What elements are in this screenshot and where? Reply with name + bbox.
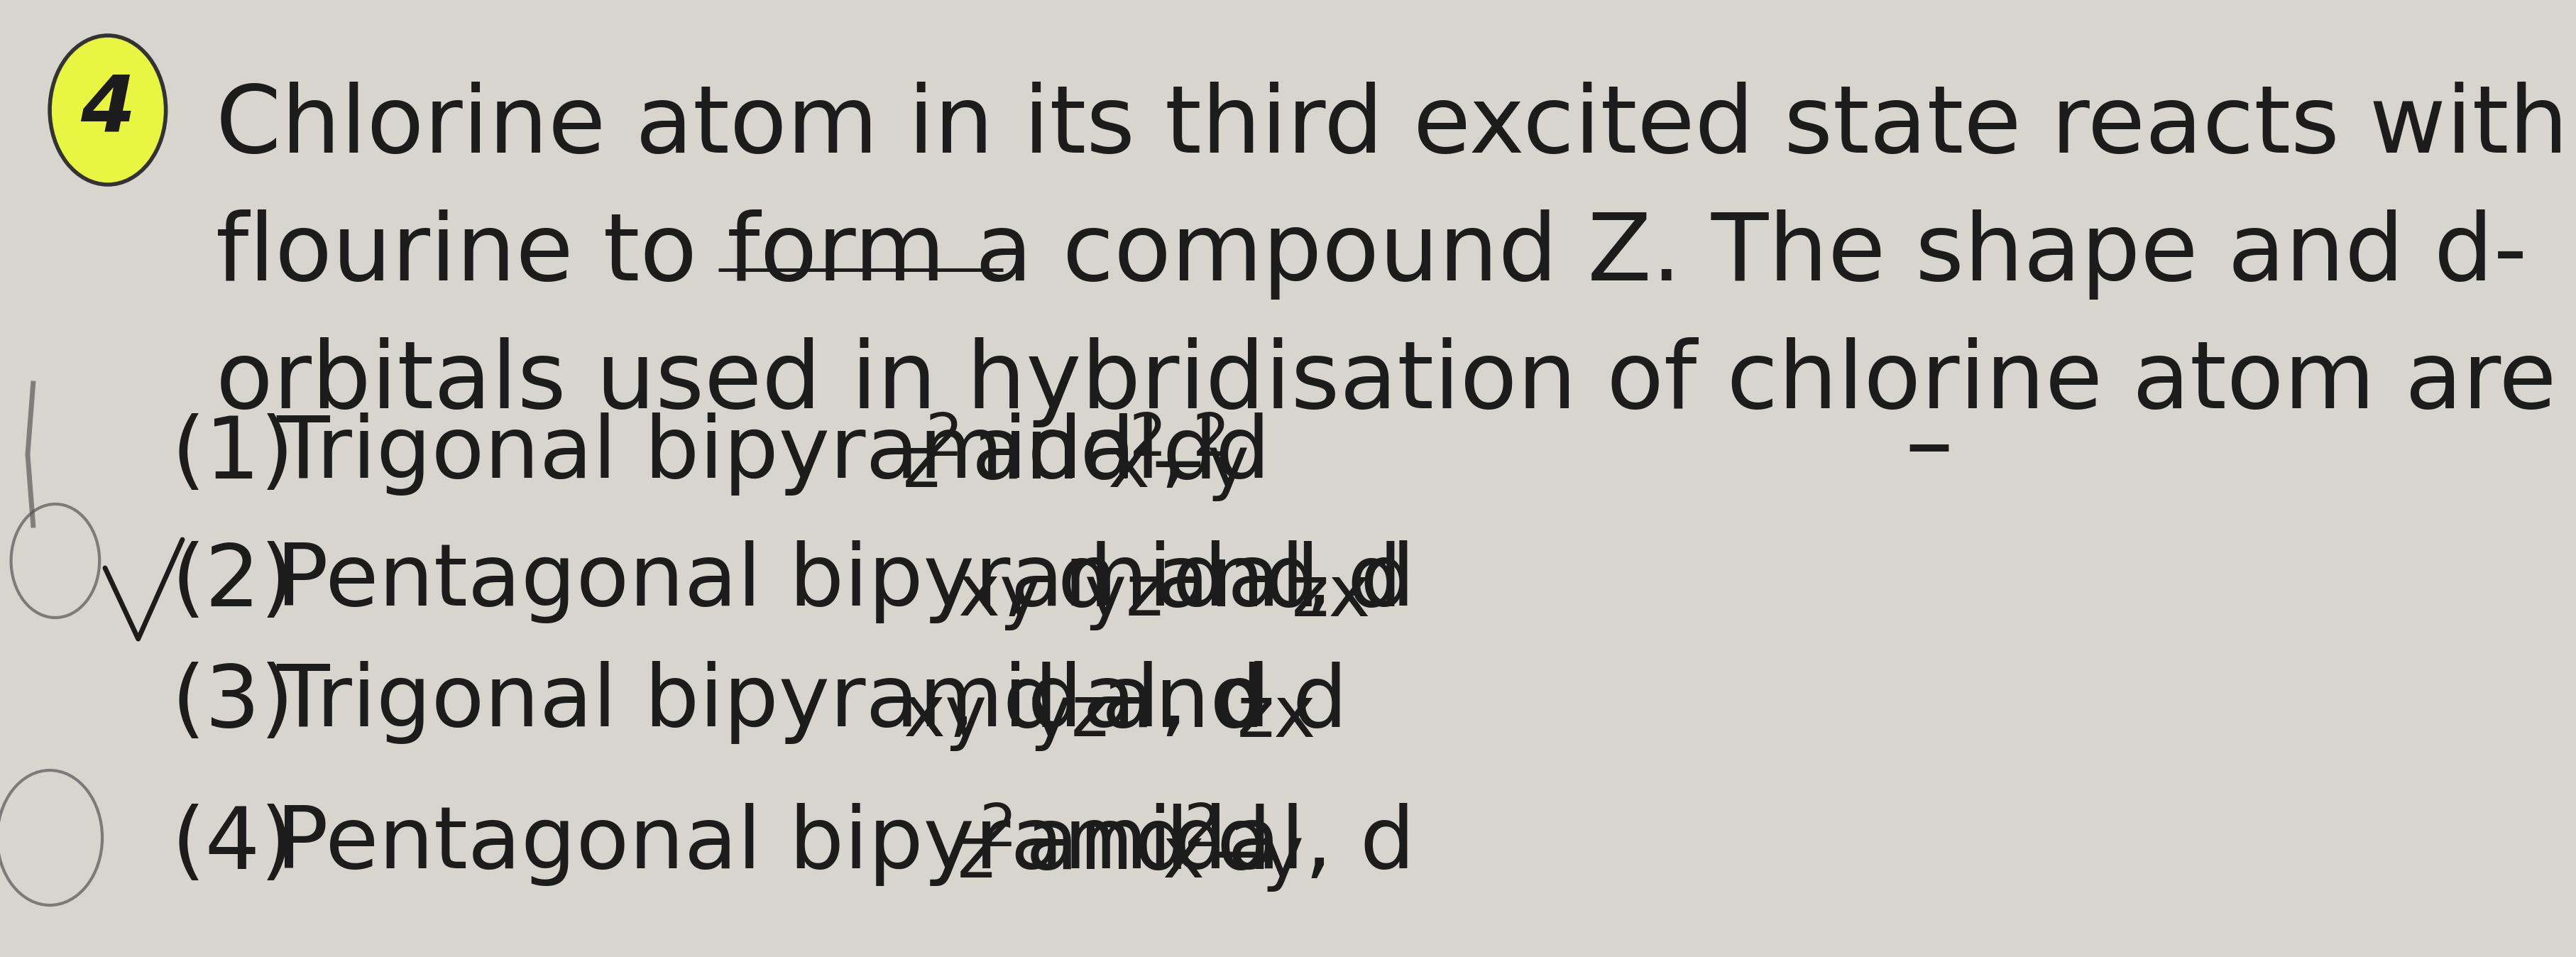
Text: xy: xy	[958, 562, 1041, 631]
Text: −y: −y	[1149, 433, 1249, 501]
Text: (1): (1)	[173, 412, 294, 496]
Text: 4: 4	[80, 72, 134, 148]
Text: , d: , d	[948, 661, 1059, 745]
Text: 2: 2	[1185, 800, 1221, 858]
Text: 2: 2	[925, 410, 963, 468]
Text: and d: and d	[997, 803, 1273, 886]
Text: and d: and d	[1128, 541, 1401, 624]
Text: Trigonal bipyramidal, d: Trigonal bipyramidal, d	[276, 661, 1270, 745]
Text: Trigonal bipyramidal, d: Trigonal bipyramidal, d	[276, 412, 1270, 496]
Text: zx: zx	[1236, 682, 1316, 751]
Text: and d: and d	[1074, 661, 1347, 745]
Text: and d: and d	[943, 412, 1216, 496]
Text: xy: xy	[902, 682, 987, 751]
Circle shape	[49, 35, 165, 185]
Text: (4): (4)	[173, 803, 294, 886]
Text: 2: 2	[979, 800, 1018, 858]
Text: yz: yz	[1028, 682, 1108, 751]
Text: yz: yz	[1084, 562, 1162, 631]
Text: flourine to form a compound Z. The shape and d-: flourine to form a compound Z. The shape…	[216, 210, 2527, 300]
Text: z: z	[902, 433, 940, 501]
Text: –: –	[1904, 401, 1953, 494]
Text: , d: , d	[1002, 541, 1113, 624]
Text: z: z	[958, 823, 994, 892]
Text: orbitals used in hybridisation of chlorine atom are: orbitals used in hybridisation of chlori…	[216, 337, 2555, 428]
Text: x: x	[1162, 823, 1203, 892]
Text: Pentagonal bipyramidal, d: Pentagonal bipyramidal, d	[276, 541, 1414, 624]
Text: (2): (2)	[173, 541, 294, 624]
Text: Chlorine atom in its third excited state reacts with: Chlorine atom in its third excited state…	[216, 81, 2568, 172]
Text: x: x	[1108, 433, 1149, 501]
Text: 2: 2	[1193, 410, 1231, 468]
Text: (3): (3)	[173, 661, 294, 745]
Text: Pentagonal bipyramidal, d: Pentagonal bipyramidal, d	[276, 803, 1414, 886]
Text: −y: −y	[1203, 823, 1303, 892]
Text: 2: 2	[1128, 410, 1167, 468]
Text: zx: zx	[1291, 562, 1370, 631]
